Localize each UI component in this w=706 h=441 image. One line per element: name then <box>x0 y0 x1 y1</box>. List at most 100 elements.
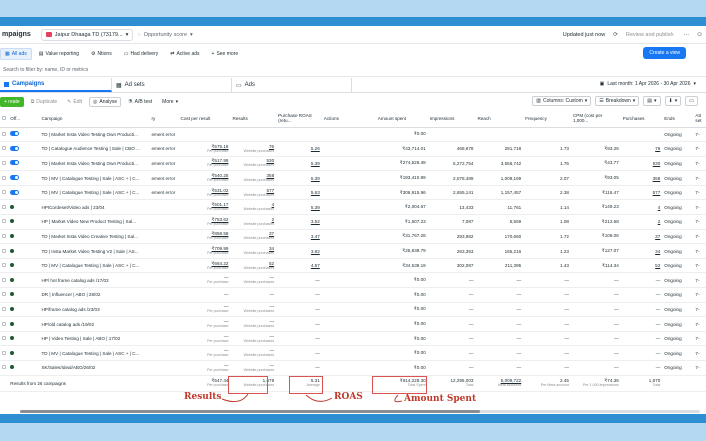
toggle-switch[interactable] <box>10 160 20 166</box>
toggle-switch[interactable] <box>10 145 20 151</box>
column-header[interactable]: Amount spent <box>375 110 428 128</box>
filter-all-ads[interactable]: ▦ All ads <box>0 47 32 60</box>
row-checkbox[interactable] <box>0 185 9 201</box>
row-checkbox[interactable] <box>0 345 9 361</box>
column-header[interactable]: Reach <box>475 110 524 128</box>
row-checkbox[interactable] <box>0 170 9 186</box>
table-row[interactable]: TD | Catalogue Audience Testing | Sale |… <box>0 141 706 157</box>
column-header[interactable]: Off... <box>8 110 40 128</box>
filter-ntions[interactable]: ⚙ Ntions <box>86 48 117 60</box>
column-header[interactable]: Cost per result <box>178 110 231 128</box>
toggle-switch[interactable] <box>10 131 20 137</box>
campaign-name-link[interactable]: TD | Insta Market Video Testing V2 | Sal… <box>39 243 150 259</box>
column-header[interactable]: Actions <box>321 110 376 128</box>
table-row[interactable]: SK/Sales/Ideal/ABO/26/02 — Per purchase — We… <box>0 360 706 376</box>
scrollbar-thumb[interactable] <box>20 410 480 413</box>
table-row[interactable]: HP | Market Video New Product Testing | … <box>0 214 706 230</box>
column-header[interactable]: Campaign <box>39 110 150 128</box>
tab-campaigns[interactable]: Campaigns <box>0 78 112 92</box>
row-checkbox[interactable] <box>0 287 9 303</box>
account-menu-icon[interactable]: ⚇ <box>697 31 702 38</box>
campaign-name-link[interactable]: TD | MV | Catalogue Testing | Sale | ASC… <box>39 258 150 274</box>
row-checkbox[interactable] <box>0 331 9 347</box>
column-header[interactable]: Impressions <box>427 110 476 128</box>
table-row[interactable]: DR | Influencer | ABO | 28/02— — — ₹0.00— — —… <box>0 287 706 303</box>
tab-ads[interactable]: ▭ Ads <box>232 78 352 92</box>
review-publish-button[interactable]: Review and publish <box>625 31 674 38</box>
reports-button[interactable]: ▤ ▾ <box>643 96 661 106</box>
column-header[interactable]: Purchase ROAS (retu... <box>276 110 322 128</box>
filter-active-ads[interactable]: ⇄ Active ads <box>165 48 204 60</box>
row-toggle[interactable] <box>8 229 40 245</box>
campaign-name-link[interactable]: HP | Video Testing | Sale | ABO | 17/02 <box>39 331 150 347</box>
chart-toggle-button[interactable]: ▭ <box>685 96 698 106</box>
campaign-name-link[interactable]: TD | Market Insta Video Testing Own Prod… <box>39 127 150 143</box>
row-toggle[interactable] <box>8 127 40 143</box>
more-icon[interactable]: ··· <box>683 31 690 38</box>
row-checkbox[interactable] <box>0 156 9 172</box>
row-toggle[interactable] <box>8 272 40 289</box>
table-row[interactable]: HP/frame catalog ads /23/03 — Per purchase… <box>0 302 706 318</box>
table-row[interactable]: HP | Video Testing | Sale | ABO | 17/02 —… <box>0 331 706 347</box>
table-row[interactable]: TD | Market Insta Video Creative Testing… <box>0 229 706 245</box>
campaign-name-link[interactable]: HPICordeset/Video ads | 23/04 <box>39 199 150 216</box>
row-checkbox[interactable] <box>0 199 9 216</box>
row-toggle[interactable] <box>8 214 40 230</box>
columns-button[interactable]: ▥ Columns: Custom ▾ <box>532 96 592 106</box>
column-header[interactable]: Results <box>230 110 277 128</box>
date-range-picker[interactable]: ▣ Last month: 1 Apr 2026 - 30 Apr 2026 ▾ <box>600 81 696 87</box>
campaign-name-link[interactable]: HP/frame catalog ads /23/03 <box>39 302 150 318</box>
campaign-name-link[interactable]: TD | Market Insta Video Creative Testing… <box>39 229 150 245</box>
create-view-button[interactable]: Create a view <box>643 47 686 59</box>
row-checkbox[interactable] <box>0 214 9 230</box>
horizontal-scrollbar[interactable] <box>20 410 700 413</box>
ab-test-button[interactable]: ⚗ A/B test <box>125 97 156 106</box>
row-toggle[interactable] <box>8 258 40 274</box>
table-row[interactable]: TD | Market Insta Video Testing Own Prod… <box>0 156 706 172</box>
create-button[interactable]: + reate <box>0 96 24 107</box>
table-row[interactable]: HPICordeset/Video ads | 23/04 ₹501.17 Per … <box>0 199 706 216</box>
row-toggle[interactable] <box>8 185 40 201</box>
row-checkbox[interactable] <box>0 258 9 274</box>
row-checkbox[interactable] <box>0 360 9 376</box>
column-header[interactable]: ry <box>149 110 179 128</box>
table-row[interactable]: TD | Market Insta Video Testing Own Prod… <box>0 127 706 143</box>
select-all-checkbox[interactable] <box>0 110 9 128</box>
search-input[interactable]: Search to filter by: name, ID or metrics <box>0 64 706 77</box>
export-button[interactable]: ⬇ ▾ <box>664 96 682 106</box>
see-more-button[interactable]: + See more <box>207 48 244 60</box>
campaign-name-link[interactable]: HP/ hot frame catalog ads /17/03 <box>39 272 150 289</box>
campaign-name-link[interactable]: TD | MV | Catalogue Testing | Sale | ASC… <box>39 345 150 361</box>
analyse-button[interactable]: ◎ Analyse <box>88 96 122 107</box>
more-button[interactable]: More ▾ <box>159 97 182 106</box>
row-toggle[interactable] <box>8 243 40 259</box>
campaign-name-link[interactable]: DR | Influencer | ABO | 28/02 <box>39 287 150 303</box>
tab-ad-sets[interactable]: ▦ Ad sets <box>112 78 232 92</box>
refresh-icon[interactable]: ⟳ <box>613 31 618 38</box>
row-toggle[interactable] <box>8 141 40 157</box>
row-toggle[interactable] <box>8 156 40 172</box>
campaign-name-link[interactable]: SK/Sales/Ideal/ABO/26/02 <box>39 360 150 376</box>
table-row[interactable]: TD | MV | Catalogue Testing | Sale | ASC… <box>0 345 706 361</box>
table-row[interactable]: TD | Insta Market Video Testing V2 | Sal… <box>0 243 706 259</box>
column-header[interactable]: CPM (cost per 1,000... <box>570 110 621 128</box>
row-checkbox[interactable] <box>0 243 9 259</box>
filter-had-delivery[interactable]: ▭ Had delivery <box>119 48 164 60</box>
campaign-name-link[interactable]: TD | MV | Catalogue Testing | Sale | ASC… <box>39 170 150 186</box>
breakdown-button[interactable]: ☰ Breakdown ▾ <box>595 96 640 106</box>
toggle-switch[interactable] <box>10 175 20 181</box>
opportunity-score[interactable]: ◌ Opportunity score ▾ <box>133 30 196 40</box>
edit-button[interactable]: ✎ Edit <box>64 97 85 106</box>
column-header[interactable]: Ends <box>662 110 694 128</box>
row-checkbox[interactable] <box>0 316 9 332</box>
campaign-name-link[interactable]: HP/old catalog ads /19/02 <box>39 316 150 332</box>
row-checkbox[interactable] <box>0 229 9 245</box>
duplicate-button[interactable]: ⧉ Duplicate <box>27 97 61 106</box>
row-checkbox[interactable] <box>0 302 9 318</box>
row-checkbox[interactable] <box>0 127 9 143</box>
column-header[interactable]: Frequency <box>523 110 571 128</box>
table-row[interactable]: HP/ hot frame catalog ads /17/03 — Per pur… <box>0 272 706 289</box>
row-toggle[interactable] <box>8 360 40 376</box>
table-row[interactable]: TD | MV | Catalogue Testing | Sale | ASC… <box>0 170 706 186</box>
campaign-name-link[interactable]: HP | Market Video New Product Testing | … <box>39 214 150 230</box>
